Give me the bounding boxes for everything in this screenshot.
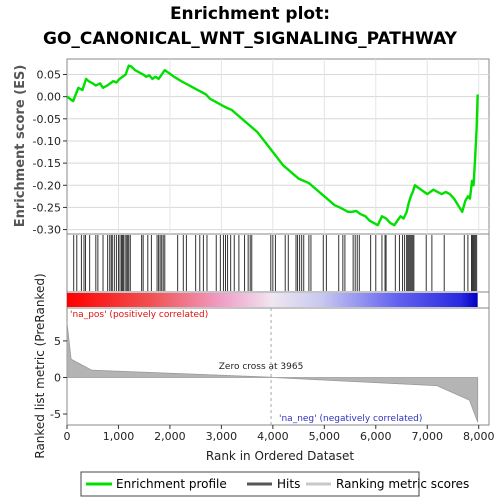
es-panel (66, 58, 490, 235)
pos-correlated-label: 'na_pos' (positively correlated) (70, 310, 208, 320)
zero-cross-label: Zero cross at 3965 (219, 362, 304, 372)
chart-title-line1: Enrichment plot: (170, 4, 330, 24)
es-tick-label: 0.00 (37, 91, 62, 104)
es-tick-label: -0.20 (33, 179, 61, 192)
neg-correlated-label: 'na_neg' (negatively correlated) (279, 414, 422, 424)
es-axis-label: Enrichment score (ES) (13, 65, 28, 228)
metric-panel (66, 307, 490, 426)
ranking-gradient-bar (67, 293, 478, 307)
es-tick-label: -0.15 (33, 157, 61, 170)
x-tick-label: 0 (64, 430, 71, 443)
x-tick-label: 5,000 (309, 430, 341, 443)
chart-title-line2: GO_CANONICAL_WNT_SIGNALING_PATHWAY (43, 29, 458, 49)
enrichment-profile-line (66, 64, 479, 227)
legend-label-metric: Ranking metric scores (336, 477, 469, 491)
x-axis-label: Rank in Ordered Dataset (206, 449, 354, 463)
legend-label-hits: Hits (277, 477, 300, 491)
metric-axis-label: Ranked list metric (PreRanked) (33, 273, 47, 458)
x-tick-label: 4,000 (257, 430, 289, 443)
x-tick-label: 3,000 (206, 430, 238, 443)
x-tick-label: 2,000 (154, 430, 186, 443)
legend-label-enrichment: Enrichment profile (116, 477, 227, 491)
es-tick-label: -0.10 (33, 135, 61, 148)
es-tick-label: -0.05 (33, 113, 61, 126)
x-tick-label: 1,000 (103, 430, 135, 443)
es-tick-label: -0.25 (33, 201, 61, 214)
es-tick-label: 0.05 (37, 69, 62, 82)
metric-tick-label: 5 (54, 335, 61, 348)
x-tick-label: 7,000 (411, 430, 443, 443)
metric-tick-label: -5 (50, 408, 61, 421)
x-tick-label: 6,000 (360, 430, 392, 443)
es-tick-label: -0.30 (33, 224, 61, 237)
metric-tick-label: 0 (54, 371, 61, 384)
x-tick-label: 8,000 (463, 430, 495, 443)
hits-panel (66, 233, 490, 293)
ranking-metric-area (66, 322, 479, 423)
